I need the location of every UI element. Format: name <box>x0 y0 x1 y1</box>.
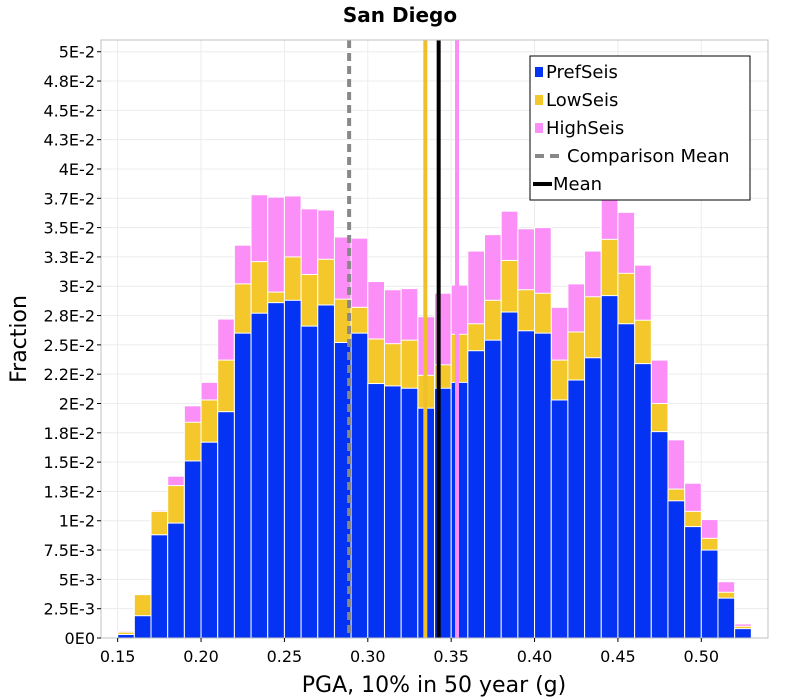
bar-prefseis <box>617 323 636 639</box>
bar-prefseis <box>150 534 169 639</box>
legend-swatch-prefseis <box>535 67 543 77</box>
y-tick-label: 2.2E-2 <box>43 365 95 384</box>
bar-prefseis <box>667 500 686 639</box>
x-tick-label: 0.20 <box>183 647 219 666</box>
y-tick-label: 3.5E-2 <box>43 219 95 238</box>
chart-title: San Diego <box>343 3 457 27</box>
bar-prefseis <box>500 311 519 639</box>
bar-prefseis <box>267 302 285 639</box>
bar-prefseis <box>700 549 719 639</box>
plot-frame <box>100 39 769 639</box>
y-tick-label: 3.7E-2 <box>43 189 95 208</box>
y-axis-label: Fraction <box>7 295 32 383</box>
x-tick-label: 0.30 <box>350 647 386 666</box>
legend-swatch-lowseis <box>535 95 543 105</box>
legend: PrefSeis LowSeis HighSeis Comparison Mean Me… <box>529 55 751 201</box>
bar-prefseis <box>684 526 702 639</box>
y-tick-label: 1.5E-2 <box>43 453 95 472</box>
bar-prefseis <box>167 522 185 639</box>
legend-label-highseis: HighSeis <box>546 118 624 139</box>
x-axis-label: PGA, 10% in 50 year (g) <box>302 673 566 698</box>
bar-prefseis <box>217 411 235 639</box>
bar-prefseis <box>350 332 369 639</box>
y-tick-label: 2.5E-3 <box>43 600 95 619</box>
bar-prefseis <box>450 381 469 639</box>
bar-prefseis <box>517 330 536 639</box>
bar-prefseis <box>634 363 652 639</box>
y-tick-label: 7.5E-3 <box>43 541 95 560</box>
y-tick-label: 0E0 <box>65 629 95 648</box>
bar-prefseis <box>233 332 252 639</box>
x-tick-label: 0.40 <box>517 647 553 666</box>
y-tick-label: 2.5E-2 <box>43 336 95 355</box>
y-axis-ticks: 0E0 2.5E-3 5E-3 7.5E-3 1E-2 1.3E-2 1.5E-2 1.8E-… <box>43 43 101 648</box>
bar-prefseis <box>650 431 669 639</box>
y-tick-label: 1E-2 <box>59 512 95 531</box>
bar-prefseis <box>717 597 736 639</box>
bar-prefseis <box>484 339 502 639</box>
bar-prefseis <box>550 399 569 639</box>
y-tick-label: 2E-2 <box>59 394 95 413</box>
bar-prefseis <box>567 379 586 639</box>
x-axis-ticks: 0.15 0.20 0.25 0.30 0.35 0.40 0.45 0.50 <box>100 638 719 666</box>
legend-label-lowseis: LowSeis <box>546 90 618 111</box>
bar-prefseis <box>183 460 202 639</box>
legend-swatch-highseis <box>535 123 543 133</box>
bar-prefseis <box>317 304 335 639</box>
bar-prefseis <box>250 312 269 639</box>
x-tick-label: 0.50 <box>683 647 719 666</box>
legend-label-comparison-mean: Comparison Mean <box>567 146 730 167</box>
bar-prefseis <box>400 387 419 639</box>
y-tick-label: 4.3E-2 <box>43 131 95 150</box>
y-tick-label: 2.8E-2 <box>43 307 95 326</box>
bar-prefseis <box>300 325 319 639</box>
vertical-lines <box>347 40 460 638</box>
x-tick-label: 0.15 <box>100 647 136 666</box>
bar-prefseis <box>200 441 219 639</box>
y-tick-label: 5E-3 <box>59 570 95 589</box>
legend-box <box>529 55 751 201</box>
y-tick-label: 1.8E-2 <box>43 424 95 443</box>
bar-prefseis <box>467 350 486 639</box>
y-tick-label: 5E-2 <box>59 43 95 62</box>
bar-prefseis <box>600 295 619 639</box>
y-tick-label: 3E-2 <box>59 277 95 296</box>
x-tick-label: 0.35 <box>433 647 469 666</box>
legend-label-prefseis: PrefSeis <box>546 62 618 83</box>
bar-prefseis <box>383 385 402 639</box>
y-tick-label: 4.8E-2 <box>43 72 95 91</box>
bar-prefseis <box>117 633 135 639</box>
y-tick-label: 4.5E-2 <box>43 101 95 120</box>
bar-prefseis <box>283 299 302 639</box>
y-tick-label: 4E-2 <box>59 160 95 179</box>
bar-prefseis <box>584 357 602 639</box>
legend-label-mean: Mean <box>553 174 602 195</box>
x-tick-label: 0.45 <box>600 647 636 666</box>
bar-prefseis <box>133 615 152 639</box>
bar-prefseis <box>367 383 385 639</box>
y-tick-label: 3.3E-2 <box>43 248 95 267</box>
bar-prefseis <box>734 628 752 639</box>
x-tick-label: 0.25 <box>267 647 303 666</box>
bars <box>117 187 752 639</box>
bar-prefseis <box>534 332 552 639</box>
y-tick-label: 1.3E-2 <box>43 482 95 501</box>
